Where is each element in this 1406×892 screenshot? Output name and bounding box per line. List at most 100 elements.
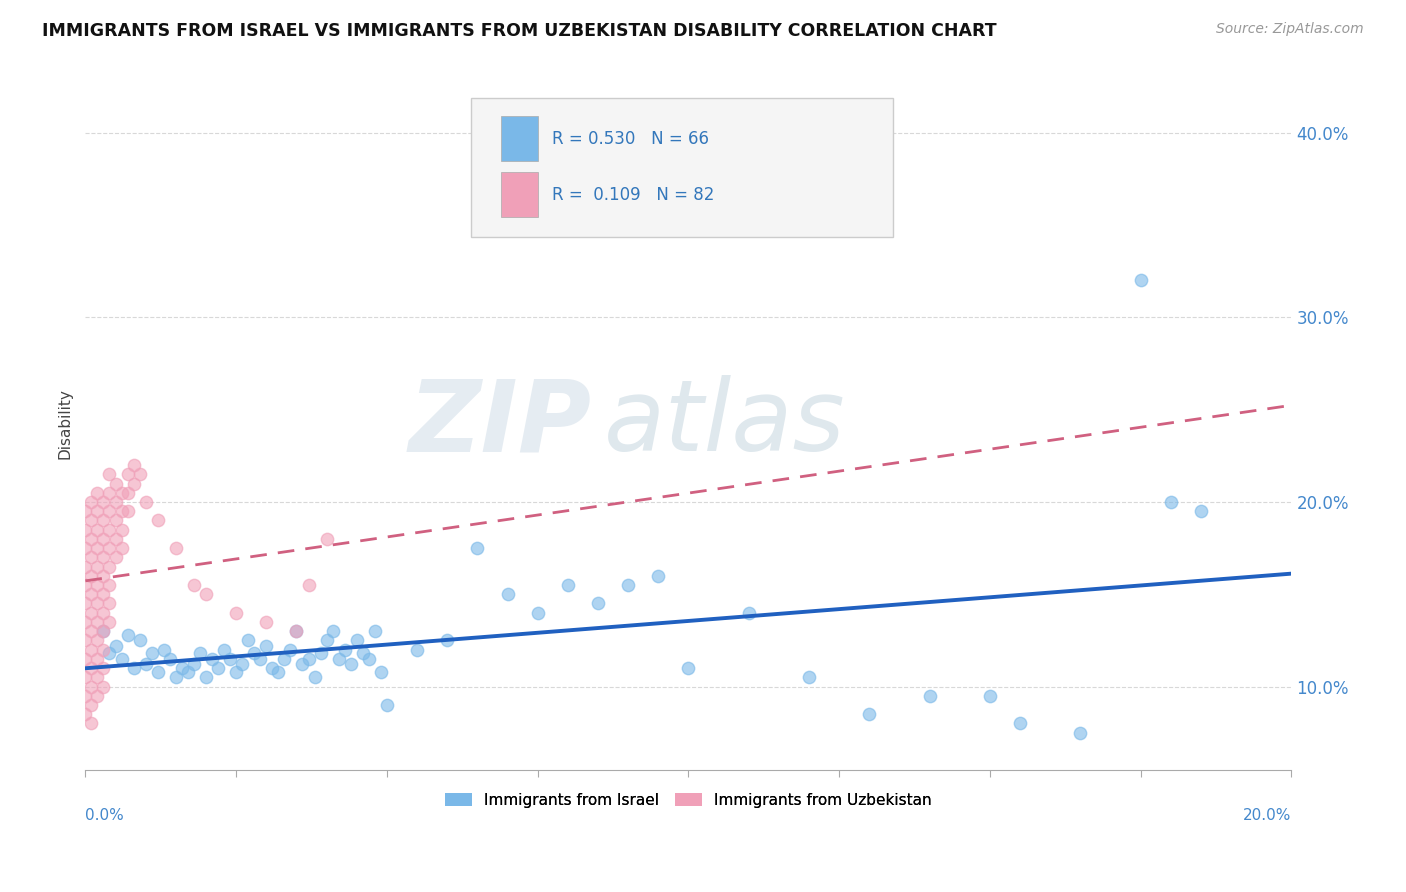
Point [370, 665, 392, 679]
Point [979, 689, 1001, 703]
FancyBboxPatch shape [502, 116, 537, 161]
Point [86, 578, 108, 592]
Point [80, 680, 103, 694]
Point [80, 698, 103, 712]
Point [98, 615, 121, 629]
Point [86, 652, 108, 666]
Point [75, 559, 97, 574]
Point [93, 587, 115, 601]
Point [80, 606, 103, 620]
Point [177, 665, 200, 679]
Point [797, 670, 820, 684]
Point [918, 689, 941, 703]
Point [352, 646, 374, 660]
Point [225, 606, 247, 620]
Point [98, 597, 121, 611]
Point [80, 532, 103, 546]
FancyBboxPatch shape [502, 172, 537, 218]
Point [75, 504, 97, 518]
Point [322, 624, 344, 639]
Point [86, 597, 108, 611]
Point [98, 578, 121, 592]
Point [436, 633, 458, 648]
Point [86, 559, 108, 574]
Point [254, 615, 277, 629]
Point [146, 513, 169, 527]
Point [93, 680, 115, 694]
Point [315, 532, 337, 546]
Point [1069, 725, 1091, 739]
Point [188, 646, 211, 660]
Point [364, 624, 387, 639]
Point [146, 665, 169, 679]
Point [117, 485, 139, 500]
Point [80, 495, 103, 509]
Point [170, 661, 193, 675]
Point [285, 624, 308, 639]
Point [309, 646, 332, 660]
Point [285, 624, 308, 639]
Point [93, 532, 115, 546]
Point [557, 578, 579, 592]
Point [1160, 495, 1182, 509]
Point [98, 523, 121, 537]
Point [75, 615, 97, 629]
Point [135, 495, 157, 509]
Point [98, 541, 121, 555]
Point [195, 587, 218, 601]
Point [98, 504, 121, 518]
Point [357, 652, 380, 666]
Point [110, 504, 132, 518]
Point [86, 689, 108, 703]
Text: 20.0%: 20.0% [1243, 808, 1292, 823]
Point [617, 578, 640, 592]
Point [647, 569, 669, 583]
Point [80, 661, 103, 675]
Point [195, 670, 218, 684]
Point [586, 597, 609, 611]
Point [98, 559, 121, 574]
Point [128, 633, 150, 648]
Point [254, 639, 277, 653]
Point [80, 513, 103, 527]
Point [526, 606, 548, 620]
Point [86, 523, 108, 537]
Point [165, 541, 187, 555]
Point [75, 578, 97, 592]
FancyBboxPatch shape [471, 98, 893, 236]
Point [93, 661, 115, 675]
Point [183, 657, 205, 672]
Point [75, 523, 97, 537]
Point [346, 633, 368, 648]
Point [104, 495, 127, 509]
Point [225, 665, 247, 679]
Text: atlas: atlas [605, 375, 845, 472]
Point [110, 523, 132, 537]
Point [75, 689, 97, 703]
Point [231, 657, 253, 672]
Point [104, 550, 127, 565]
Point [273, 652, 295, 666]
Point [75, 652, 97, 666]
Point [110, 652, 132, 666]
Point [165, 670, 187, 684]
Point [219, 652, 242, 666]
Point [110, 485, 132, 500]
Point [339, 657, 361, 672]
Point [1129, 273, 1152, 287]
Text: Source: ZipAtlas.com: Source: ZipAtlas.com [1216, 22, 1364, 37]
Point [207, 661, 229, 675]
Point [249, 652, 271, 666]
Point [104, 476, 127, 491]
Point [262, 661, 284, 675]
Point [93, 495, 115, 509]
Point [93, 513, 115, 527]
Point [110, 541, 132, 555]
Point [267, 665, 290, 679]
Point [496, 587, 519, 601]
Point [93, 550, 115, 565]
Point [93, 606, 115, 620]
Point [183, 578, 205, 592]
Point [98, 485, 121, 500]
Point [297, 652, 319, 666]
